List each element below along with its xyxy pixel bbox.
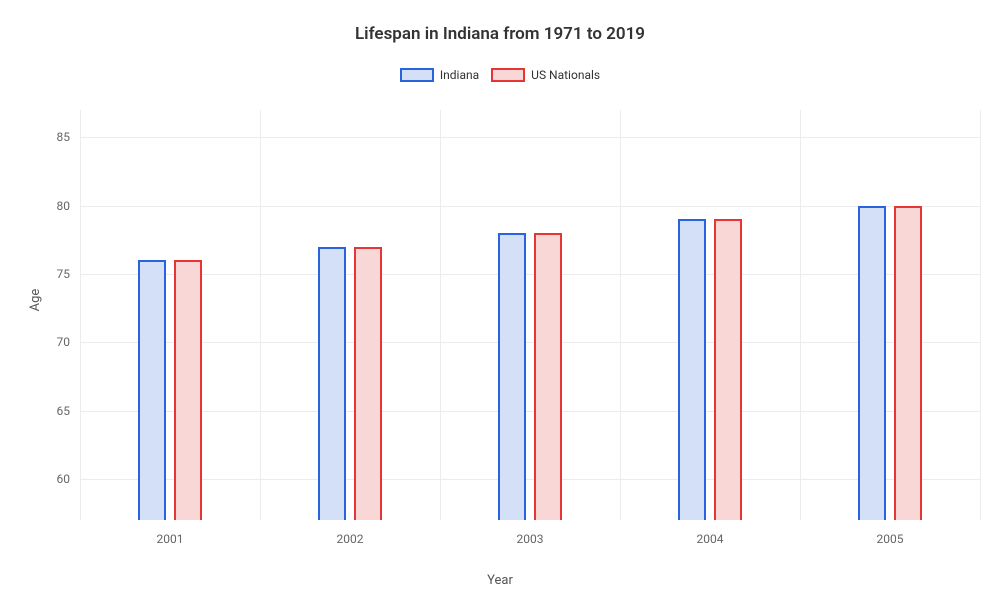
y-tick-label: 85 <box>57 130 71 144</box>
bar-indiana <box>678 219 706 520</box>
grid-line-h <box>80 411 980 412</box>
x-tick-label: 2001 <box>157 532 184 546</box>
legend-label-indiana: Indiana <box>440 68 479 82</box>
bar-us-nationals <box>714 219 742 520</box>
y-tick-label: 60 <box>57 472 71 486</box>
plot-area: 60657075808520012002200320042005 <box>80 110 980 520</box>
y-axis-label: Age <box>28 289 43 312</box>
legend-label-usnationals: US Nationals <box>531 68 600 82</box>
x-tick-label: 2005 <box>877 532 904 546</box>
x-tick-label: 2002 <box>337 532 364 546</box>
grid-line-h <box>80 274 980 275</box>
y-tick-label: 75 <box>57 267 71 281</box>
grid-line-h <box>80 479 980 480</box>
bar-us-nationals <box>354 247 382 520</box>
bar-indiana <box>138 260 166 520</box>
bar-indiana <box>858 206 886 520</box>
grid-line-h <box>80 137 980 138</box>
y-tick-label: 65 <box>57 404 71 418</box>
grid-line-v <box>980 110 981 520</box>
grid-line-v <box>800 110 801 520</box>
grid-line-v <box>80 110 81 520</box>
bar-us-nationals <box>534 233 562 520</box>
x-tick-label: 2004 <box>697 532 724 546</box>
legend-item-usnationals: US Nationals <box>491 68 600 82</box>
y-tick-label: 70 <box>57 335 71 349</box>
grid-line-h <box>80 342 980 343</box>
legend-swatch-indiana <box>400 68 434 82</box>
legend: Indiana US Nationals <box>0 68 1000 82</box>
grid-line-v <box>440 110 441 520</box>
grid-line-h <box>80 206 980 207</box>
legend-item-indiana: Indiana <box>400 68 479 82</box>
grid-line-v <box>260 110 261 520</box>
x-tick-label: 2003 <box>517 532 544 546</box>
y-tick-label: 80 <box>57 199 71 213</box>
legend-swatch-usnationals <box>491 68 525 82</box>
chart-title: Lifespan in Indiana from 1971 to 2019 <box>0 0 1000 44</box>
grid-line-v <box>620 110 621 520</box>
x-axis-label: Year <box>487 573 513 588</box>
bar-indiana <box>498 233 526 520</box>
bar-us-nationals <box>174 260 202 520</box>
bar-us-nationals <box>894 206 922 520</box>
bar-indiana <box>318 247 346 520</box>
chart-container: Lifespan in Indiana from 1971 to 2019 In… <box>0 0 1000 600</box>
